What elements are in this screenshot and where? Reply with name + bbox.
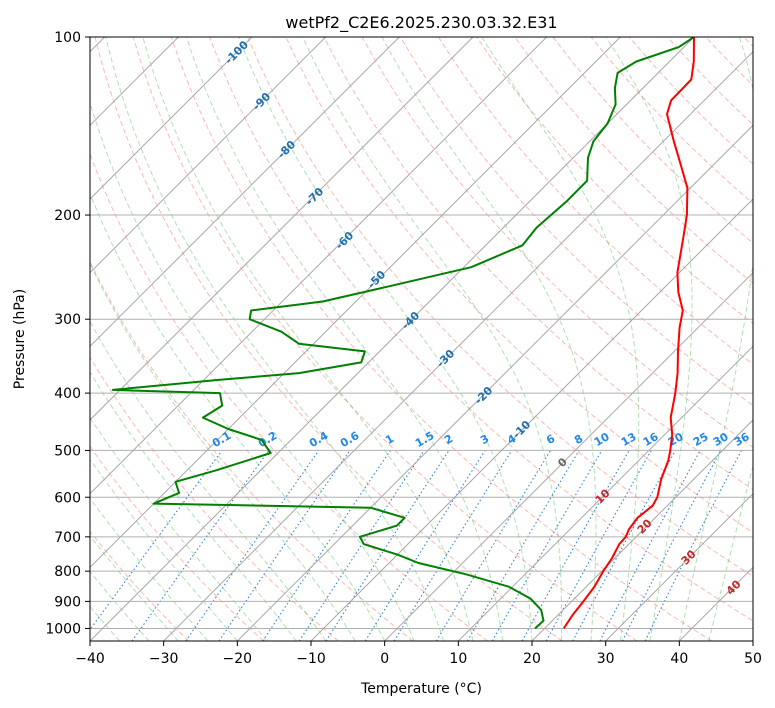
dry-adiabat-line <box>247 37 753 577</box>
dry-adiabat-line <box>90 530 190 641</box>
dry-adiabat-line <box>90 445 264 641</box>
x-tick-label: 20 <box>523 651 541 667</box>
x-tick-label: 40 <box>670 651 688 667</box>
isotherm-line <box>90 37 695 641</box>
x-tick-label: −40 <box>75 651 105 667</box>
x-tick-label: −30 <box>149 651 179 667</box>
moist-adiabat-line <box>481 37 640 641</box>
mixing-ratio-line <box>545 450 652 641</box>
y-tick-label: 800 <box>54 564 81 580</box>
moist-adiabat-line <box>90 458 238 641</box>
pressure-gridlines <box>90 214 753 629</box>
isotherms <box>90 37 753 641</box>
moist-adiabat-line <box>90 416 268 641</box>
x-tick-label: 10 <box>449 651 467 667</box>
y-axis-label: Pressure (hPa) <box>12 289 28 389</box>
profiles <box>111 37 695 630</box>
y-tick-label: 700 <box>54 530 81 546</box>
moist-adiabat-line <box>186 37 503 641</box>
mixing-ratio-line <box>521 450 630 641</box>
mixing-ratio-line <box>621 450 722 641</box>
moist-adiabat-line <box>381 37 597 641</box>
y-tick-label: 200 <box>54 208 81 224</box>
plot-area: -100-90-80-70-60-50-40-30-20-10010203040… <box>90 37 753 641</box>
moist-adiabat-line <box>90 262 356 641</box>
dry-adiabat-line <box>514 37 753 284</box>
mixing-ratio-line <box>393 450 513 641</box>
mixing-ratio-lines <box>90 450 742 641</box>
mixing-ratio-line <box>572 450 676 641</box>
mixing-ratio-line <box>262 450 391 641</box>
mixing-ratio-line <box>298 450 425 641</box>
moist-adiabat-line <box>90 320 327 641</box>
dry-adiabat-line <box>209 37 753 622</box>
dry-adiabat-line <box>132 37 638 641</box>
moist-adiabat-line <box>90 192 386 641</box>
x-axis: −40 −30 −20 −10 0 10 20 30 40 50 <box>75 641 762 667</box>
dry-adiabat-line <box>94 37 563 641</box>
isotherm-line <box>90 37 548 495</box>
moist-adiabat-line <box>302 37 563 641</box>
isotherm-line <box>605 492 753 641</box>
x-tick-label: 0 <box>380 651 389 667</box>
mixing-ratio-line <box>644 450 742 641</box>
moist-adiabat-line <box>238 37 533 641</box>
dry-adiabat-line <box>437 37 753 365</box>
mixing-ratio-line <box>325 450 450 641</box>
chart-title: wetPf2_C2E6.2025.230.03.32.E31 <box>285 13 557 33</box>
isotherm-line <box>236 124 753 641</box>
dry-adiabat-line <box>170 37 712 641</box>
moist-adiabats <box>90 37 753 641</box>
isotherm-line <box>90 37 253 200</box>
x-tick-label: 30 <box>597 651 615 667</box>
y-tick-label: 300 <box>54 312 81 328</box>
x-tick-label: −10 <box>296 651 326 667</box>
isotherm-line <box>90 37 400 348</box>
isotherm-line <box>90 37 327 274</box>
dry-adiabat-line <box>90 356 339 641</box>
isotherm-line <box>163 50 753 641</box>
y-tick-label: 900 <box>54 594 81 610</box>
plot-frame <box>89 36 754 642</box>
moist-adiabat-line <box>605 37 693 641</box>
x-tick-label: 50 <box>744 651 762 667</box>
moist-adiabat-line <box>105 37 445 641</box>
x-tick-label: −20 <box>223 651 253 667</box>
dry-adiabat-line <box>323 37 753 491</box>
mixing-ratio-line <box>185 450 320 641</box>
moist-adiabat-line <box>142 37 474 641</box>
x-axis-label: Temperature (°C) <box>360 681 482 697</box>
isotherm-line <box>531 419 753 641</box>
dry-adiabat-line <box>399 37 753 407</box>
y-tick-label: 600 <box>54 490 81 506</box>
y-tick-label: 1000 <box>45 621 81 637</box>
y-tick-label: 400 <box>54 386 81 402</box>
dry-adiabat-line <box>90 152 488 641</box>
dewpoint-profile <box>111 37 695 630</box>
y-axis: 100 200 300 400 500 600 700 800 900 1000 <box>45 30 90 637</box>
isotherm-line <box>90 37 621 569</box>
temperature-profile <box>562 37 695 630</box>
isotherm-line <box>310 198 753 641</box>
isotherm-line <box>384 271 753 641</box>
y-tick-label: 500 <box>54 443 81 459</box>
mixing-ratio-line <box>90 450 223 631</box>
mixing-ratio-line <box>218 450 351 641</box>
moist-adiabat-line <box>708 464 753 641</box>
isotherm-line <box>90 37 474 421</box>
moist-adiabat-line <box>678 37 753 641</box>
isotherm-line <box>457 345 753 641</box>
y-tick-label: 100 <box>54 30 81 46</box>
